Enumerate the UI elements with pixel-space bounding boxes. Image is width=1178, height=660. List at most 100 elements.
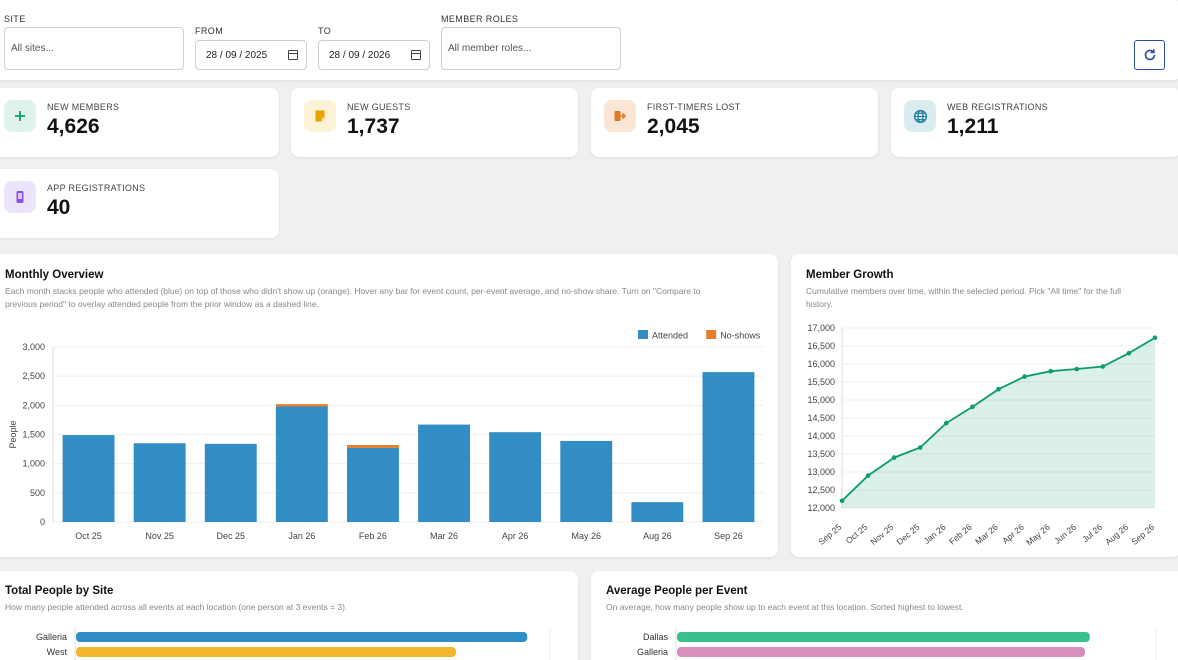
from-label: FROM: [195, 26, 224, 36]
y-tick-label: 16,000: [807, 359, 835, 369]
y-tick-label: 500: [30, 488, 45, 498]
stat-value: 1,737: [347, 115, 400, 138]
bar-attended: [702, 372, 755, 522]
calendar-icon[interactable]: [411, 50, 421, 60]
growth-point: [996, 386, 1001, 392]
legend-label: Attended: [652, 331, 688, 341]
site-select[interactable]: All sites...: [4, 27, 184, 70]
x-tick-label: May 26: [571, 531, 601, 541]
y-tick-label: 14,000: [807, 431, 835, 441]
growth-point: [891, 455, 897, 460]
site-label: SITE: [4, 14, 26, 24]
y-tick-label: Galleria: [637, 647, 668, 657]
x-tick-label: Aug 26: [1103, 522, 1130, 547]
x-tick-label: Dec 25: [894, 522, 921, 547]
stat-card-new-guests: NEW GUESTS 1,737: [291, 88, 578, 157]
total-people-by-site-card: Total People by Site How many people att…: [0, 571, 578, 660]
bar-attended: [489, 432, 542, 522]
y-tick-label: West: [47, 647, 68, 657]
y-tick-label: 12,000: [807, 503, 835, 513]
y-tick-label: 1,000: [22, 459, 45, 469]
x-tick-label: Sep 25: [816, 522, 843, 547]
growth-point: [865, 473, 871, 478]
stat-value: 4,626: [47, 115, 100, 138]
legend-label: No-shows: [720, 331, 761, 341]
y-tick-label: 15,000: [807, 395, 835, 405]
stat-value: 2,045: [647, 115, 700, 138]
stat-value: 1,211: [947, 115, 999, 138]
stat-card-app-registrations: APP REGISTRATIONS 40: [0, 169, 279, 238]
y-tick-label: 15,500: [807, 377, 835, 387]
to-label: TO: [318, 26, 332, 36]
stat-label: NEW GUESTS: [347, 102, 411, 112]
growth-point: [917, 445, 923, 450]
refresh-button[interactable]: [1134, 40, 1165, 70]
bar-attended: [133, 443, 186, 522]
bar-attended: [346, 447, 399, 522]
chart-title: Member Growth: [806, 269, 894, 281]
member-growth-chart: 12,000 12,500 13,000 13,500 14,000 14,500 15,0…: [807, 323, 1158, 548]
refresh-icon: [1144, 49, 1155, 61]
chart-title: Average People per Event: [606, 585, 748, 597]
bar-attended: [418, 424, 471, 522]
chart-subtitle: How many people attended across all even…: [5, 602, 348, 612]
site-bar: [677, 647, 1085, 657]
bar-no-shows: [346, 445, 399, 448]
legend-swatch: [706, 330, 717, 339]
growth-area: [842, 337, 1155, 508]
growth-point: [1074, 366, 1080, 372]
y-tick-label: 3,000: [22, 342, 45, 352]
calendar-icon[interactable]: [288, 50, 298, 60]
stat-card-new-members: NEW MEMBERS 4,626: [0, 88, 279, 157]
growth-point: [1022, 374, 1027, 379]
member-roles-select[interactable]: All member roles...: [441, 27, 621, 70]
x-tick-label: Nov 25: [868, 522, 895, 547]
chart-subtitle: Cumulative members over time, within the…: [806, 286, 1121, 309]
x-tick-label: May 26: [1024, 522, 1052, 548]
chart-subtitle: Each month stacks people who attended (b…: [5, 286, 701, 309]
growth-point: [839, 498, 845, 504]
member-growth-card: Member Growth Cumulative members over ti…: [791, 254, 1178, 557]
average-people-per-event-chart: Dallas Galleria: [637, 627, 1157, 660]
y-tick-label: 12,500: [807, 485, 835, 495]
y-tick-label: 1,500: [22, 430, 45, 440]
y-axis-label: People: [8, 420, 18, 448]
member-roles-label: MEMBER ROLES: [441, 14, 519, 24]
x-tick-label: Jul 26: [1080, 522, 1104, 544]
from-date-input[interactable]: 28 / 09 / 2025: [195, 40, 307, 70]
y-tick-label: 17,000: [807, 323, 835, 333]
y-tick-label: 14,500: [807, 413, 835, 423]
growth-point: [1152, 335, 1158, 341]
monthly-overview-card: Monthly Overview Each month stacks peopl…: [0, 254, 778, 557]
site-bar: [677, 632, 1090, 642]
chart-title: Monthly Overview: [5, 269, 104, 281]
x-tick-label: Feb 26: [359, 531, 387, 541]
stat-label: WEB REGISTRATIONS: [947, 102, 1048, 112]
legend-swatch: [638, 330, 648, 339]
x-tick-label: Jan 26: [922, 522, 948, 546]
chart-title: Total People by Site: [5, 585, 114, 597]
bar-attended: [204, 443, 257, 522]
globe-icon: [904, 100, 936, 132]
bar-attended: [62, 435, 115, 522]
y-tick-label: 13,000: [807, 467, 835, 477]
bar-attended: [560, 440, 613, 522]
note-icon: [304, 100, 336, 132]
y-tick-label: 16,500: [807, 341, 835, 351]
growth-point: [944, 420, 949, 426]
x-tick-label: Mar 26: [973, 522, 1000, 547]
y-tick-label: Galleria: [36, 632, 67, 642]
x-tick-label: Dec 25: [216, 531, 245, 541]
stat-label: FIRST-TIMERS LOST: [647, 102, 741, 112]
stat-value: 40: [47, 196, 71, 219]
to-date-input[interactable]: 28 / 09 / 2026: [318, 40, 430, 70]
exit-icon: [604, 100, 636, 132]
chart-subtitle: On average, how many people show up to e…: [606, 602, 964, 612]
monthly-overview-chart: 0 500 1,000 1,500 2,000 2,500 3,000 People Oct 2…: [8, 330, 764, 541]
stat-label: APP REGISTRATIONS: [47, 183, 146, 193]
bar-attended: [275, 406, 328, 522]
x-tick-label: Mar 26: [430, 531, 458, 541]
x-tick-label: Aug 26: [643, 531, 672, 541]
total-people-by-site-chart: Galleria West: [36, 627, 551, 660]
y-tick-label: 13,500: [807, 449, 835, 459]
